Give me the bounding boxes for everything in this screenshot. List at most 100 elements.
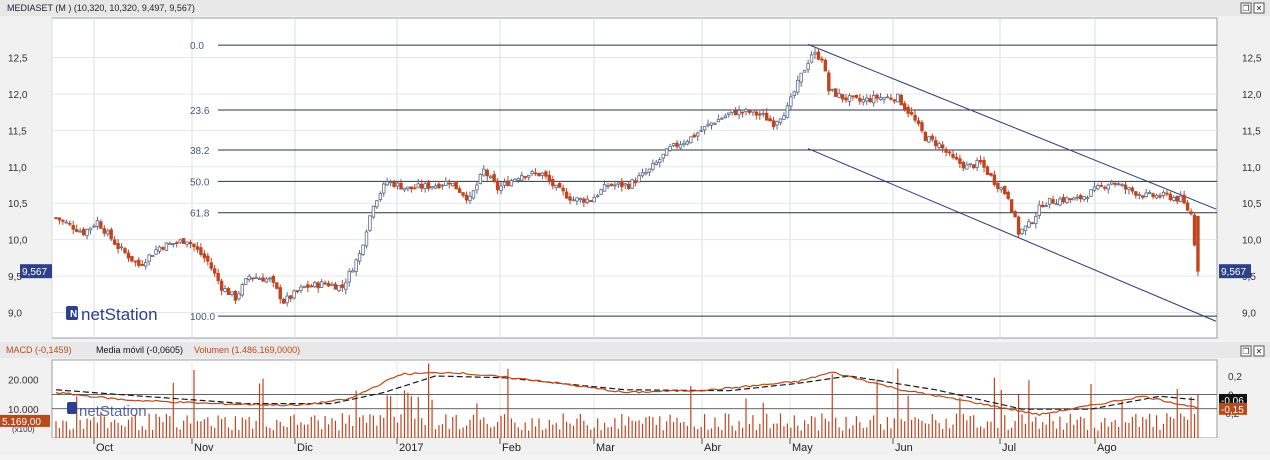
candle-body — [520, 174, 524, 181]
candle-body — [678, 144, 683, 149]
candle-body — [899, 94, 903, 106]
candle-body — [782, 115, 786, 120]
netstation-logo-small-icon — [67, 402, 77, 414]
candle-body — [392, 181, 396, 188]
candle-body — [192, 243, 196, 248]
y-tick-label-right: 9,0 — [1242, 309, 1256, 320]
candle-body — [1154, 194, 1159, 199]
candle-body — [237, 293, 241, 300]
candle-body — [371, 205, 376, 218]
candle-body — [1161, 191, 1166, 196]
candle-body — [944, 149, 948, 153]
y-tick-label-left: 9,0 — [8, 309, 22, 320]
candle-body — [447, 182, 451, 185]
candle-body — [1110, 181, 1114, 185]
candle-body — [554, 184, 558, 188]
fib-label: 0.0 — [190, 41, 204, 52]
candle-body — [240, 284, 244, 296]
candle-body — [875, 94, 879, 99]
candle-body — [1120, 184, 1124, 187]
candle-body — [419, 183, 424, 189]
indicator-restore-button[interactable]: ❐ — [1240, 345, 1252, 357]
candle-body — [627, 183, 631, 189]
candle-body — [202, 253, 207, 259]
candle-body — [882, 97, 886, 100]
candle-body — [516, 178, 520, 181]
candle-body — [175, 242, 179, 244]
candle-body — [288, 295, 293, 299]
candle-body — [920, 122, 924, 132]
candle-body — [871, 94, 876, 104]
candle-body — [823, 59, 828, 72]
fibonacci-levels: 0.0 23.6 38.2 50.0 61.8 100.0 — [190, 41, 1217, 323]
candle-body — [820, 58, 824, 61]
close-button[interactable]: ✕ — [1253, 2, 1265, 14]
last-price-badge-left — [20, 264, 52, 279]
indicator-close-button[interactable]: ✕ — [1253, 345, 1265, 357]
candle-body — [947, 151, 952, 154]
candle-body — [775, 121, 779, 126]
candle-body — [95, 220, 100, 227]
candle-body — [992, 174, 997, 185]
indicator-axes: 20.00010.000(x100)5.169,000,20-0,2-0,06-… — [0, 372, 1247, 434]
candle-body — [1054, 203, 1059, 206]
candle-body — [257, 278, 262, 280]
candle-body — [809, 54, 814, 63]
candle-body — [488, 175, 493, 179]
candle-body — [161, 247, 165, 250]
volume-badge-label: 5.169,00 — [2, 417, 41, 428]
volume-legend: Volumen (1.486.169,0000) — [194, 345, 300, 355]
y-tick-label-right: 11,5 — [1242, 126, 1261, 137]
candle-body — [868, 98, 872, 103]
candle-body — [375, 200, 379, 208]
candle-body — [1047, 197, 1052, 205]
candle-body — [564, 191, 569, 199]
candle-body — [568, 196, 572, 201]
candle-body — [551, 179, 555, 187]
x-tick-label: Abr — [704, 442, 721, 454]
candle-body — [185, 241, 189, 245]
y-tick-label-left: 11,0 — [8, 163, 27, 174]
candle-body — [223, 288, 227, 292]
candle-body — [85, 228, 89, 236]
candle-body — [1082, 196, 1086, 200]
x-tick-label: Jun — [895, 442, 913, 454]
candle-body — [658, 159, 662, 163]
candle-body — [1034, 215, 1038, 225]
candle-body — [347, 270, 351, 283]
candle-body — [696, 132, 700, 137]
candle-body — [637, 175, 641, 183]
candle-body — [471, 190, 476, 199]
candle-body — [1192, 214, 1197, 246]
candle-body — [292, 290, 296, 299]
candle-body — [506, 180, 510, 187]
restore-button[interactable]: ❐ — [1240, 2, 1252, 14]
candle-body — [751, 109, 755, 113]
x-tick-label: Nov — [194, 442, 214, 454]
candle-body — [592, 197, 596, 203]
candle-body — [306, 284, 310, 288]
candle-body — [727, 112, 731, 115]
candle-body — [1106, 184, 1110, 190]
candle-body — [340, 284, 345, 288]
candle-body — [830, 88, 834, 91]
candle-body — [1158, 195, 1162, 198]
volume-badge — [0, 414, 50, 427]
candle-body — [620, 180, 624, 188]
candle-body — [268, 277, 272, 280]
candle-body — [975, 160, 979, 168]
candle-body — [1075, 196, 1079, 199]
candle-body — [965, 164, 969, 170]
candle-body — [609, 183, 614, 186]
candle-body — [330, 283, 334, 286]
candle-body — [589, 200, 593, 202]
candle-body — [188, 241, 193, 245]
candle-body — [323, 282, 327, 285]
candle-body — [130, 256, 134, 262]
x-tick-label: Oct — [96, 442, 113, 454]
candle-body — [354, 259, 358, 272]
candle-body — [409, 186, 414, 190]
candle-body — [847, 95, 852, 102]
last-price-badge-right — [1219, 264, 1251, 279]
candle-body — [1103, 186, 1107, 189]
